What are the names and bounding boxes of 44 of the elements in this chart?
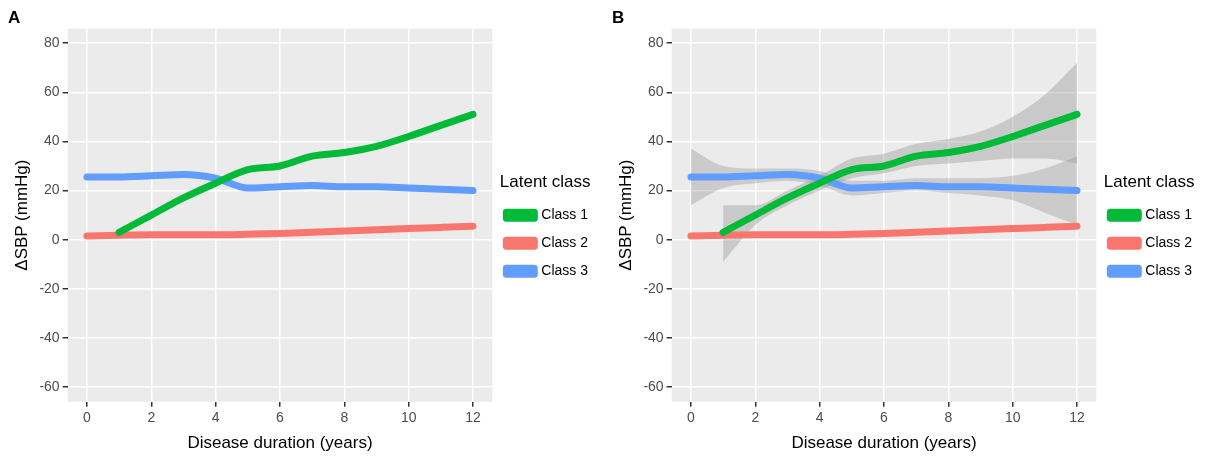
x-tick-label: 0	[83, 409, 92, 426]
legend-label: Class 3	[1145, 262, 1193, 279]
y-tick-label: 40	[648, 132, 664, 149]
x-tick-label: 2	[751, 409, 760, 426]
y-axis-title: ΔSBP (mmHg)	[615, 159, 635, 271]
chart-title: A	[8, 7, 21, 27]
legend-label: Class 1	[541, 206, 589, 223]
legend-title: Latent class	[1103, 171, 1195, 191]
legend-title: Latent class	[499, 171, 591, 191]
y-tick-label: -20	[643, 279, 664, 296]
x-tick-label: 8	[944, 409, 953, 426]
y-tick-label: 20	[648, 181, 664, 198]
y-tick-label: 40	[44, 132, 60, 149]
y-tick-label: 80	[44, 34, 60, 50]
y-tick-label: 80	[648, 34, 664, 50]
y-tick-label: -60	[39, 377, 60, 394]
y-axis-title: ΔSBP (mmHg)	[11, 159, 31, 271]
legend-label: Class 2	[541, 234, 589, 251]
x-axis-title: Disease duration (years)	[791, 433, 977, 453]
x-tick-label: 6	[880, 409, 889, 426]
x-tick-label: 10	[400, 409, 417, 426]
legend-label: Class 2	[1145, 234, 1193, 251]
y-tick-label: 60	[44, 83, 60, 100]
y-tick-label: -40	[643, 328, 664, 345]
chart-title: B	[612, 7, 625, 27]
y-tick-label: 0	[655, 230, 664, 247]
x-tick-label: 4	[211, 409, 220, 426]
x-tick-label: 4	[815, 409, 824, 426]
x-tick-label: 12	[1069, 409, 1086, 426]
legend-label: Class 1	[1145, 206, 1193, 223]
y-tick-label: 0	[51, 230, 60, 247]
legend-label: Class 3	[541, 262, 589, 279]
x-tick-label: 12	[465, 409, 482, 426]
x-tick-label: 10	[1004, 409, 1021, 426]
y-tick-label: -60	[643, 377, 664, 394]
y-tick-label: -20	[39, 279, 60, 296]
y-tick-label: 60	[648, 83, 664, 100]
x-tick-label: 2	[147, 409, 156, 426]
x-tick-label: 6	[276, 409, 285, 426]
y-tick-label: -40	[39, 328, 60, 345]
x-tick-label: 0	[687, 409, 696, 426]
y-tick-label: 20	[44, 181, 60, 198]
x-axis-title: Disease duration (years)	[187, 433, 373, 453]
x-tick-label: 8	[340, 409, 349, 426]
